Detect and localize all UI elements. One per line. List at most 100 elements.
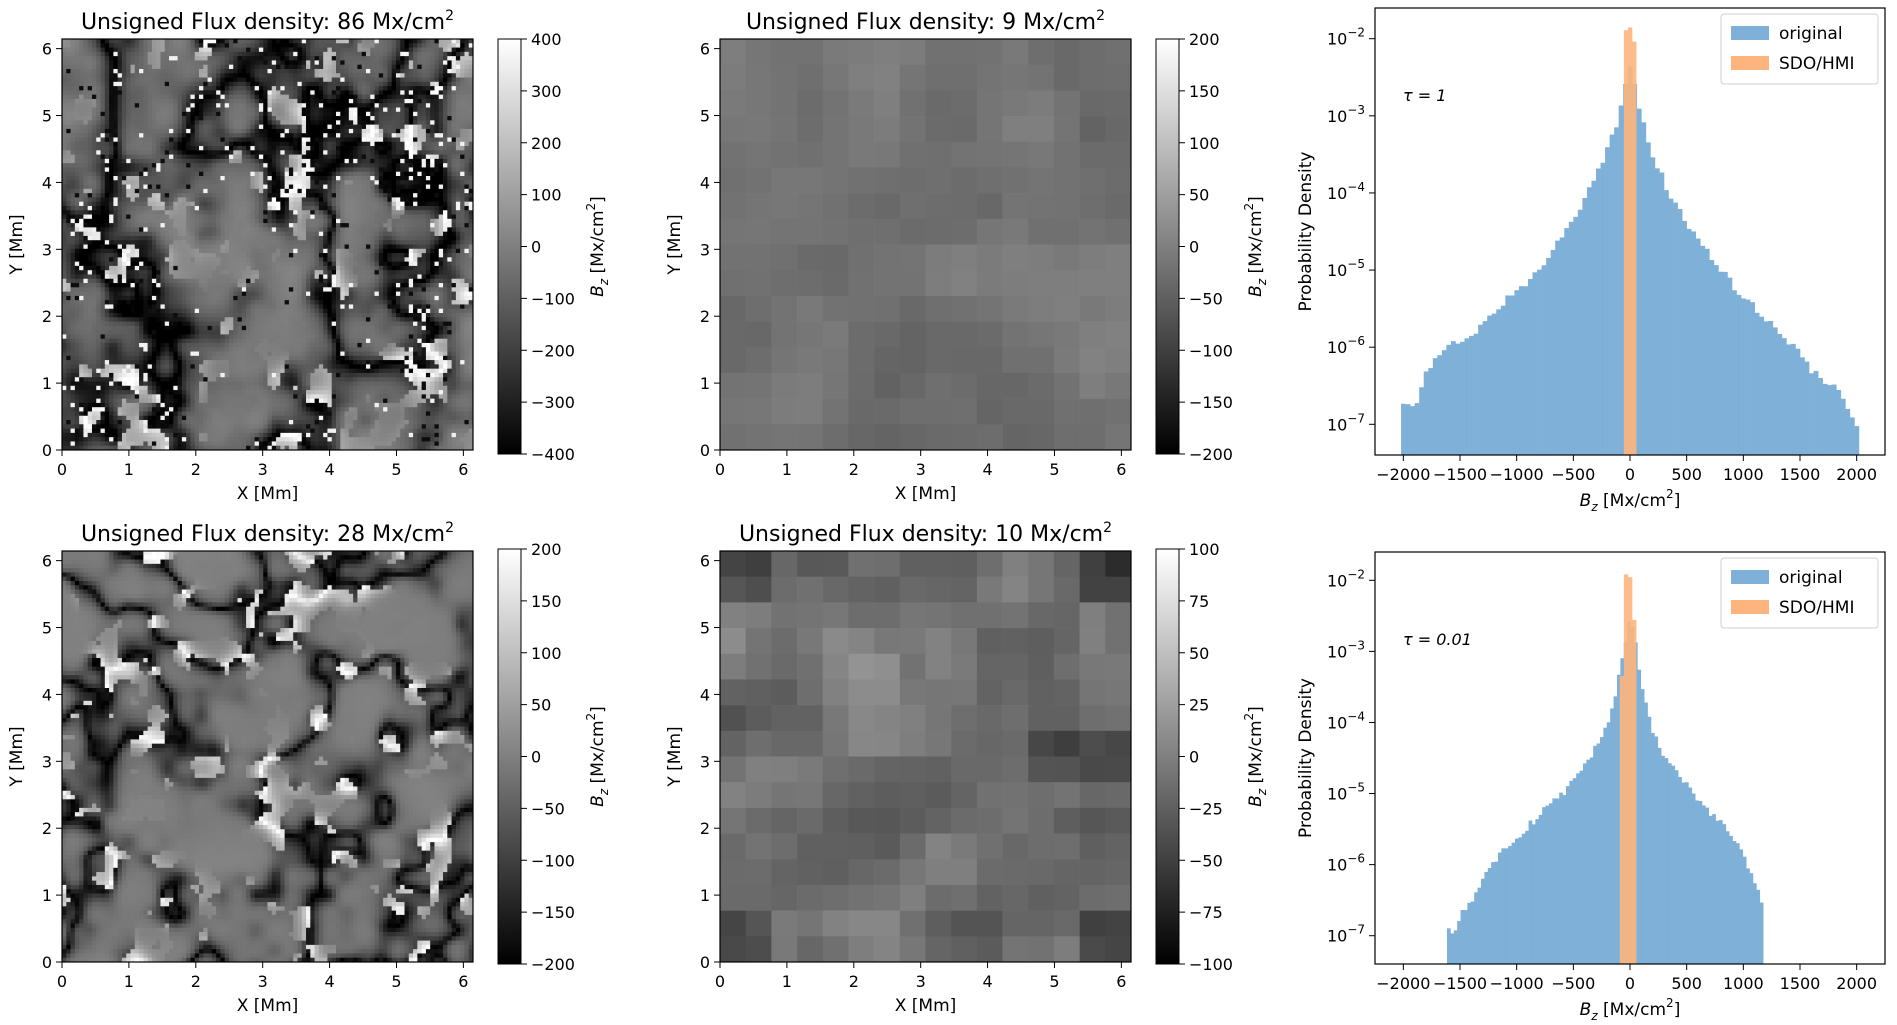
heatmap-cell (254, 98, 260, 104)
heatmap-cell (468, 158, 474, 164)
heatmap-cell (425, 154, 431, 160)
heatmap-cell (203, 124, 208, 130)
heatmap-cell (310, 154, 315, 160)
heatmap-cell (87, 163, 93, 168)
heatmap-cell (74, 180, 80, 185)
heatmap-cell (109, 81, 114, 87)
heatmap-cell (79, 94, 84, 100)
heatmap-cell (181, 205, 187, 211)
heatmap-cell (434, 111, 440, 117)
heatmap-cell (117, 244, 123, 250)
heatmap-cell (425, 73, 431, 78)
heatmap-cell (113, 94, 119, 100)
heatmap-cell (263, 197, 268, 203)
heatmap-cell (220, 77, 226, 83)
heatmap-cell (400, 167, 405, 173)
heatmap-cell (434, 47, 440, 53)
heatmap-cell (126, 86, 131, 91)
heatmap-cell (314, 141, 320, 147)
heatmap-cell (383, 73, 388, 78)
heatmap-cell (194, 235, 200, 241)
heatmap-cell (87, 73, 93, 78)
heatmap-cell (400, 94, 405, 100)
heatmap-cell (190, 107, 196, 113)
heatmap-cell (323, 240, 328, 245)
heatmap-cell (314, 223, 320, 228)
heatmap-cell (147, 86, 153, 91)
heatmap-cell (284, 235, 290, 241)
heatmap-cell (460, 193, 465, 198)
heatmap-cell (228, 133, 234, 138)
heatmap-cell (147, 154, 153, 160)
heatmap-cell (464, 205, 470, 211)
heatmap-cell (293, 116, 298, 121)
heatmap-cell (378, 218, 384, 224)
heatmap-cell (117, 111, 123, 117)
heatmap-cell (228, 176, 234, 181)
heatmap-cell (109, 133, 114, 138)
heatmap-cell (117, 240, 123, 245)
heatmap-cell (258, 235, 264, 241)
heatmap-cell (267, 231, 273, 237)
heatmap-cell (374, 167, 380, 173)
heatmap-cell (83, 171, 89, 177)
heatmap-cell (361, 56, 367, 61)
heatmap-cell (156, 253, 161, 258)
heatmap-cell (237, 227, 243, 233)
heatmap-cell (199, 107, 204, 113)
heatmap-cell (250, 90, 256, 96)
heatmap-cell (301, 111, 307, 117)
heatmap-cell (143, 193, 149, 198)
heatmap-cell (254, 90, 260, 96)
heatmap-cell (378, 188, 384, 194)
heatmap-cell (353, 218, 358, 224)
heatmap-cell (203, 107, 208, 113)
heatmap-cell (74, 68, 80, 74)
heatmap-cell (177, 116, 183, 121)
heatmap-cell (318, 43, 324, 48)
heatmap-cell (404, 56, 410, 61)
heatmap-cell (447, 39, 452, 44)
heatmap-cell (177, 227, 183, 233)
heatmap-cell (400, 158, 405, 164)
heatmap-cell (207, 214, 213, 220)
heatmap-cell (224, 193, 230, 198)
heatmap-cell (310, 201, 315, 207)
heatmap-cell (284, 77, 290, 83)
heatmap-cell (156, 231, 161, 237)
heatmap-cell (336, 124, 341, 130)
heatmap-cell (62, 124, 67, 130)
heatmap-cell (391, 124, 397, 130)
heatmap-cell (323, 77, 328, 83)
heatmap-cell (468, 116, 474, 121)
heatmap-cell (91, 51, 97, 57)
heatmap-cell (417, 227, 423, 233)
heatmap-cell (190, 60, 196, 66)
heatmap-cell (293, 128, 298, 134)
heatmap-cell (327, 86, 333, 91)
heatmap-cell (293, 68, 298, 74)
heatmap-cell (344, 124, 350, 130)
heatmap-cell (100, 240, 106, 245)
heatmap-cell (331, 56, 337, 61)
heatmap-cell (344, 240, 350, 245)
heatmap-cell (181, 180, 187, 185)
heatmap-cell (139, 146, 144, 151)
heatmap-cell (391, 103, 397, 108)
heatmap-cell (276, 60, 281, 66)
heatmap-cell (314, 257, 320, 263)
heatmap-cell (464, 158, 470, 164)
heatmap-cell (293, 150, 298, 155)
heatmap-cell (241, 141, 247, 147)
heatmap-cell (164, 205, 170, 211)
heatmap-cell (280, 73, 286, 78)
heatmap-cell (331, 111, 337, 117)
heatmap-cell (177, 163, 183, 168)
heatmap-cell (113, 244, 119, 250)
heatmap-cell (83, 47, 89, 53)
heatmap-cell (139, 103, 144, 108)
heatmap-cell (348, 257, 354, 263)
heatmap-cell (151, 56, 157, 61)
heatmap-cell (413, 235, 418, 241)
heatmap-cell (113, 116, 119, 121)
